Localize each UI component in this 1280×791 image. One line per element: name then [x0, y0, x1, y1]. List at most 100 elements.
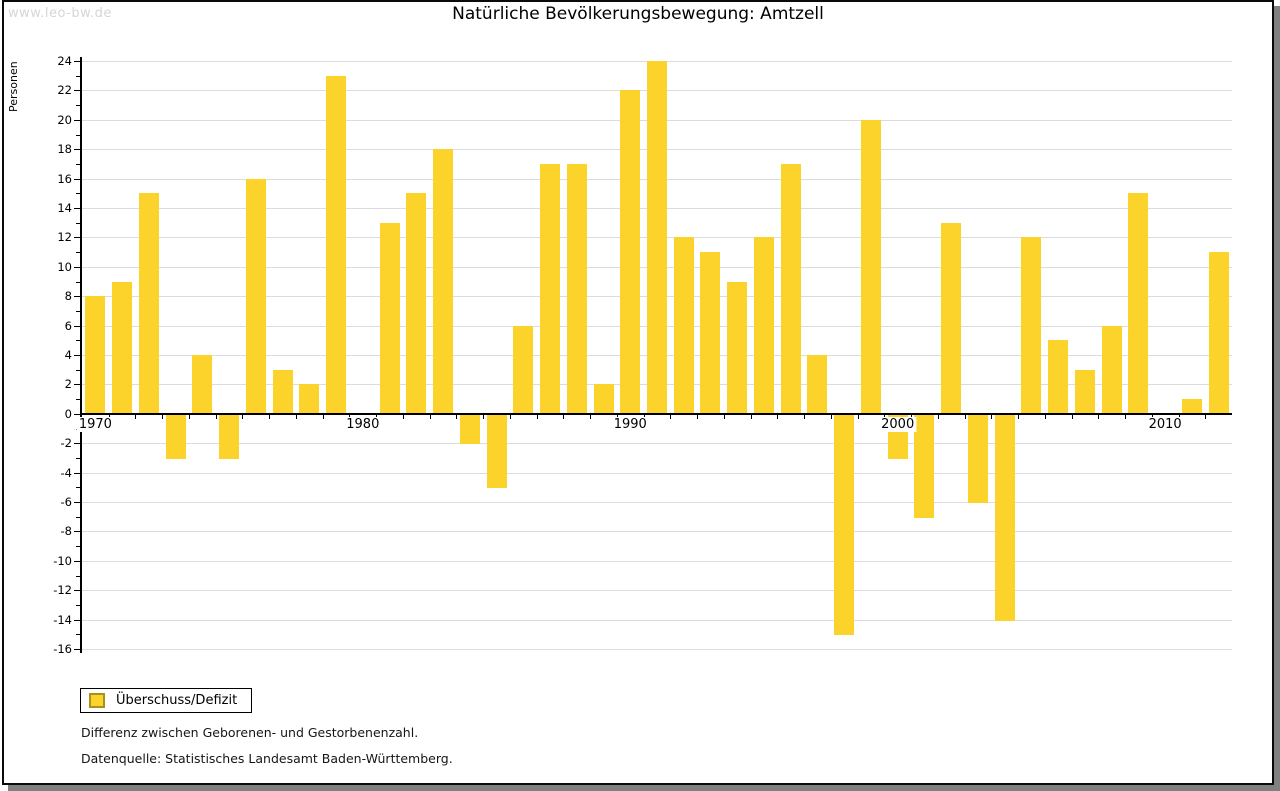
- x-minor-tick: [509, 414, 511, 419]
- x-minor-tick: [697, 414, 699, 419]
- gridline: [82, 531, 1232, 533]
- y-minor-tick: [76, 340, 81, 342]
- y-tick-label: 18: [57, 142, 72, 157]
- bar-2004: [994, 414, 1015, 621]
- bar-1985: [486, 414, 507, 489]
- bar-1994: [727, 281, 748, 414]
- x-minor-tick: [429, 414, 431, 419]
- x-minor-tick: [456, 414, 458, 419]
- y-tick-label: -2: [60, 436, 72, 451]
- y-minor-tick: [76, 487, 81, 489]
- y-axis-tick-labels: 24 22 20 18 16 14 12 10 8 6 4 2 0 -2 -4 -6 -8 -10 -12 -14 -1…: [4, 54, 78, 656]
- bar-1987: [540, 163, 561, 414]
- y-minor-tick: [76, 575, 81, 577]
- page-title: Natürliche Bevölkerungsbewegung: Amtzell: [452, 4, 824, 24]
- bar-1997: [807, 355, 828, 414]
- bar-2006: [1048, 340, 1069, 414]
- x-minor-tick: [188, 414, 190, 419]
- x-minor-tick: [402, 414, 404, 419]
- y-minor-tick: [76, 134, 81, 136]
- y-minor-tick: [76, 222, 81, 224]
- gridline: [82, 443, 1232, 445]
- y-major-tick: [74, 560, 81, 562]
- bar-1978: [299, 384, 320, 414]
- gridline: [82, 560, 1232, 562]
- y-major-tick: [74, 531, 81, 533]
- x-minor-tick: [162, 414, 164, 419]
- y-tick-label: 14: [57, 201, 72, 215]
- x-minor-tick: [322, 414, 324, 419]
- bar-1974: [192, 355, 213, 414]
- x-minor-tick: [1125, 414, 1127, 419]
- x-minor-tick: [830, 414, 832, 419]
- x-minor-tick: [590, 414, 592, 419]
- x-minor-tick: [215, 414, 217, 419]
- y-major-tick: [74, 384, 81, 386]
- y-minor-tick: [76, 252, 81, 254]
- y-tick-label: 2: [64, 377, 72, 392]
- legend-label: Überschuss/Defizit: [116, 693, 238, 708]
- bar-1990: [620, 90, 641, 414]
- footnote-definition: Differenz zwischen Geborenen- und Gestor…: [81, 725, 419, 740]
- y-minor-tick: [76, 399, 81, 401]
- y-major-tick: [74, 413, 81, 415]
- bar-1970: [85, 296, 106, 414]
- x-minor-tick: [670, 414, 672, 419]
- bar-1984: [459, 414, 480, 445]
- bar-1989: [593, 384, 614, 414]
- y-minor-tick: [76, 457, 81, 459]
- x-minor-tick: [295, 414, 297, 419]
- gridline: [82, 472, 1232, 474]
- y-tick-label: 0: [64, 406, 72, 421]
- y-tick-label: -8: [60, 524, 72, 539]
- y-major-tick: [74, 61, 81, 62]
- y-tick-label: -16: [53, 642, 72, 656]
- x-minor-tick: [135, 414, 137, 419]
- bar-1973: [165, 414, 186, 459]
- y-major-tick: [74, 149, 81, 151]
- x-tick-label: 1980: [344, 416, 382, 432]
- x-minor-tick: [964, 414, 966, 419]
- y-major-tick: [74, 237, 81, 239]
- y-minor-tick: [76, 516, 81, 518]
- y-major-tick: [74, 355, 81, 356]
- y-tick-label: 24: [57, 54, 72, 68]
- y-minor-tick: [76, 310, 81, 312]
- x-minor-tick: [242, 414, 244, 419]
- y-minor-tick: [76, 546, 81, 548]
- y-tick-label: 8: [64, 289, 72, 304]
- x-minor-tick: [1071, 414, 1073, 419]
- y-tick-label: -4: [60, 465, 72, 480]
- y-minor-tick: [76, 369, 81, 371]
- y-tick-label: 4: [64, 348, 72, 362]
- gridline: [82, 619, 1232, 621]
- y-minor-tick: [76, 163, 81, 165]
- x-minor-tick: [1044, 414, 1046, 419]
- x-minor-tick: [991, 414, 993, 419]
- y-tick-label: -10: [53, 553, 72, 568]
- y-major-tick: [74, 472, 81, 474]
- bar-1972: [138, 193, 159, 414]
- bar-2002: [941, 222, 962, 414]
- bar-1976: [245, 178, 266, 414]
- x-minor-tick: [563, 414, 565, 419]
- x-tick-label: 2000: [879, 416, 917, 432]
- y-major-tick: [74, 266, 81, 268]
- plot-area: 1970 1980 1990 2000 2010: [74, 57, 1232, 653]
- y-minor-tick: [76, 193, 81, 195]
- bar-2012: [1208, 252, 1229, 414]
- x-tick-label: 1990: [611, 416, 649, 432]
- gridline: [82, 590, 1232, 592]
- y-major-tick: [74, 119, 81, 121]
- y-tick-label: 22: [57, 83, 72, 98]
- bar-2001: [914, 414, 935, 518]
- bar-2011: [1181, 399, 1202, 414]
- x-minor-tick: [269, 414, 271, 419]
- x-minor-tick: [1018, 414, 1020, 419]
- y-minor-tick: [76, 75, 81, 77]
- x-tick-label: 2010: [1146, 416, 1184, 432]
- y-tick-label: 16: [57, 171, 72, 186]
- bar-1992: [673, 237, 694, 414]
- x-minor-tick: [750, 414, 752, 419]
- bar-1981: [379, 222, 400, 414]
